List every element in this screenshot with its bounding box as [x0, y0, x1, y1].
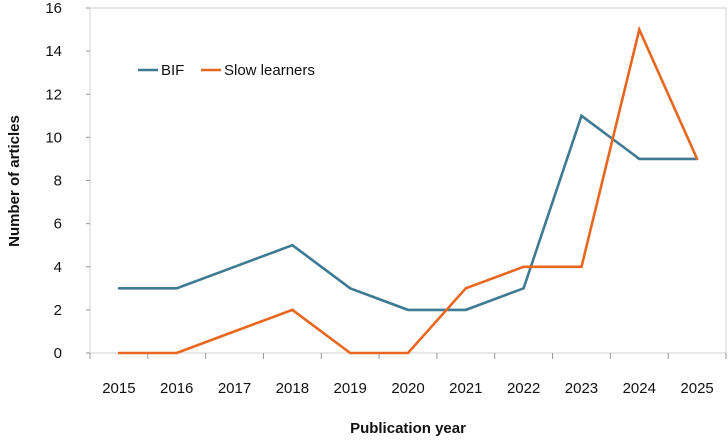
data-point: [406, 351, 410, 355]
y-tick-label: 14: [45, 43, 62, 60]
series-layer: [117, 25, 699, 355]
legend: BIF Slow learners: [138, 62, 315, 79]
data-point: [117, 351, 121, 355]
x-tick-label: 2017: [218, 380, 251, 397]
x-tick-label: 2024: [623, 380, 656, 397]
data-point: [117, 287, 121, 290]
x-tick-label: 2020: [391, 380, 424, 397]
plot-frame: [89, 7, 727, 354]
data-point: [348, 287, 352, 290]
x-tick-label: 2019: [333, 380, 366, 397]
x-axis-title: Publication year: [350, 420, 466, 437]
x-tick-label: 2016: [160, 380, 193, 397]
y-tick-label: 16: [45, 0, 62, 17]
x-tick-label: 2023: [565, 380, 598, 397]
y-tick-label: 4: [54, 259, 62, 276]
data-point: [638, 28, 641, 31]
data-point: [522, 265, 525, 268]
y-axis: 0 2 4 6 8 10 12 14 16: [45, 0, 90, 362]
x-tick-label: 2015: [102, 380, 135, 397]
data-point: [695, 157, 699, 161]
data-point: [291, 308, 294, 312]
x-tick-label: 2018: [276, 380, 309, 397]
y-tick-label: 10: [45, 129, 62, 146]
data-point: [580, 265, 583, 268]
data-point: [291, 243, 294, 247]
x-tick-label: 2021: [449, 380, 482, 397]
data-point: [638, 157, 641, 161]
y-axis-title: Number of articles: [6, 115, 23, 247]
y-tick-label: 2: [54, 302, 62, 319]
y-tick-label: 6: [54, 216, 62, 233]
data-point: [464, 308, 468, 312]
x-tick-label: 2025: [680, 380, 713, 397]
series-line-slow-learners: [118, 25, 699, 355]
plot-area-border: [89, 7, 727, 354]
y-tick-label: 12: [45, 86, 62, 103]
data-point: [406, 308, 410, 312]
data-point: [348, 351, 352, 355]
data-point: [233, 265, 236, 268]
x-axis: 2015 2016 2017 2018 2019 2020 2021 2022 2023 2024…: [89, 353, 727, 397]
data-point: [522, 287, 525, 290]
x-tick-label: 2022: [507, 380, 540, 397]
legend-label: Slow learners: [224, 62, 315, 79]
data-point: [580, 114, 583, 118]
y-tick-label: 8: [54, 173, 62, 190]
data-point: [175, 351, 178, 355]
legend-label: BIF: [161, 62, 184, 79]
data-point: [175, 287, 178, 290]
data-point: [464, 287, 468, 290]
y-tick-label: 0: [54, 345, 62, 362]
data-point: [233, 330, 236, 333]
